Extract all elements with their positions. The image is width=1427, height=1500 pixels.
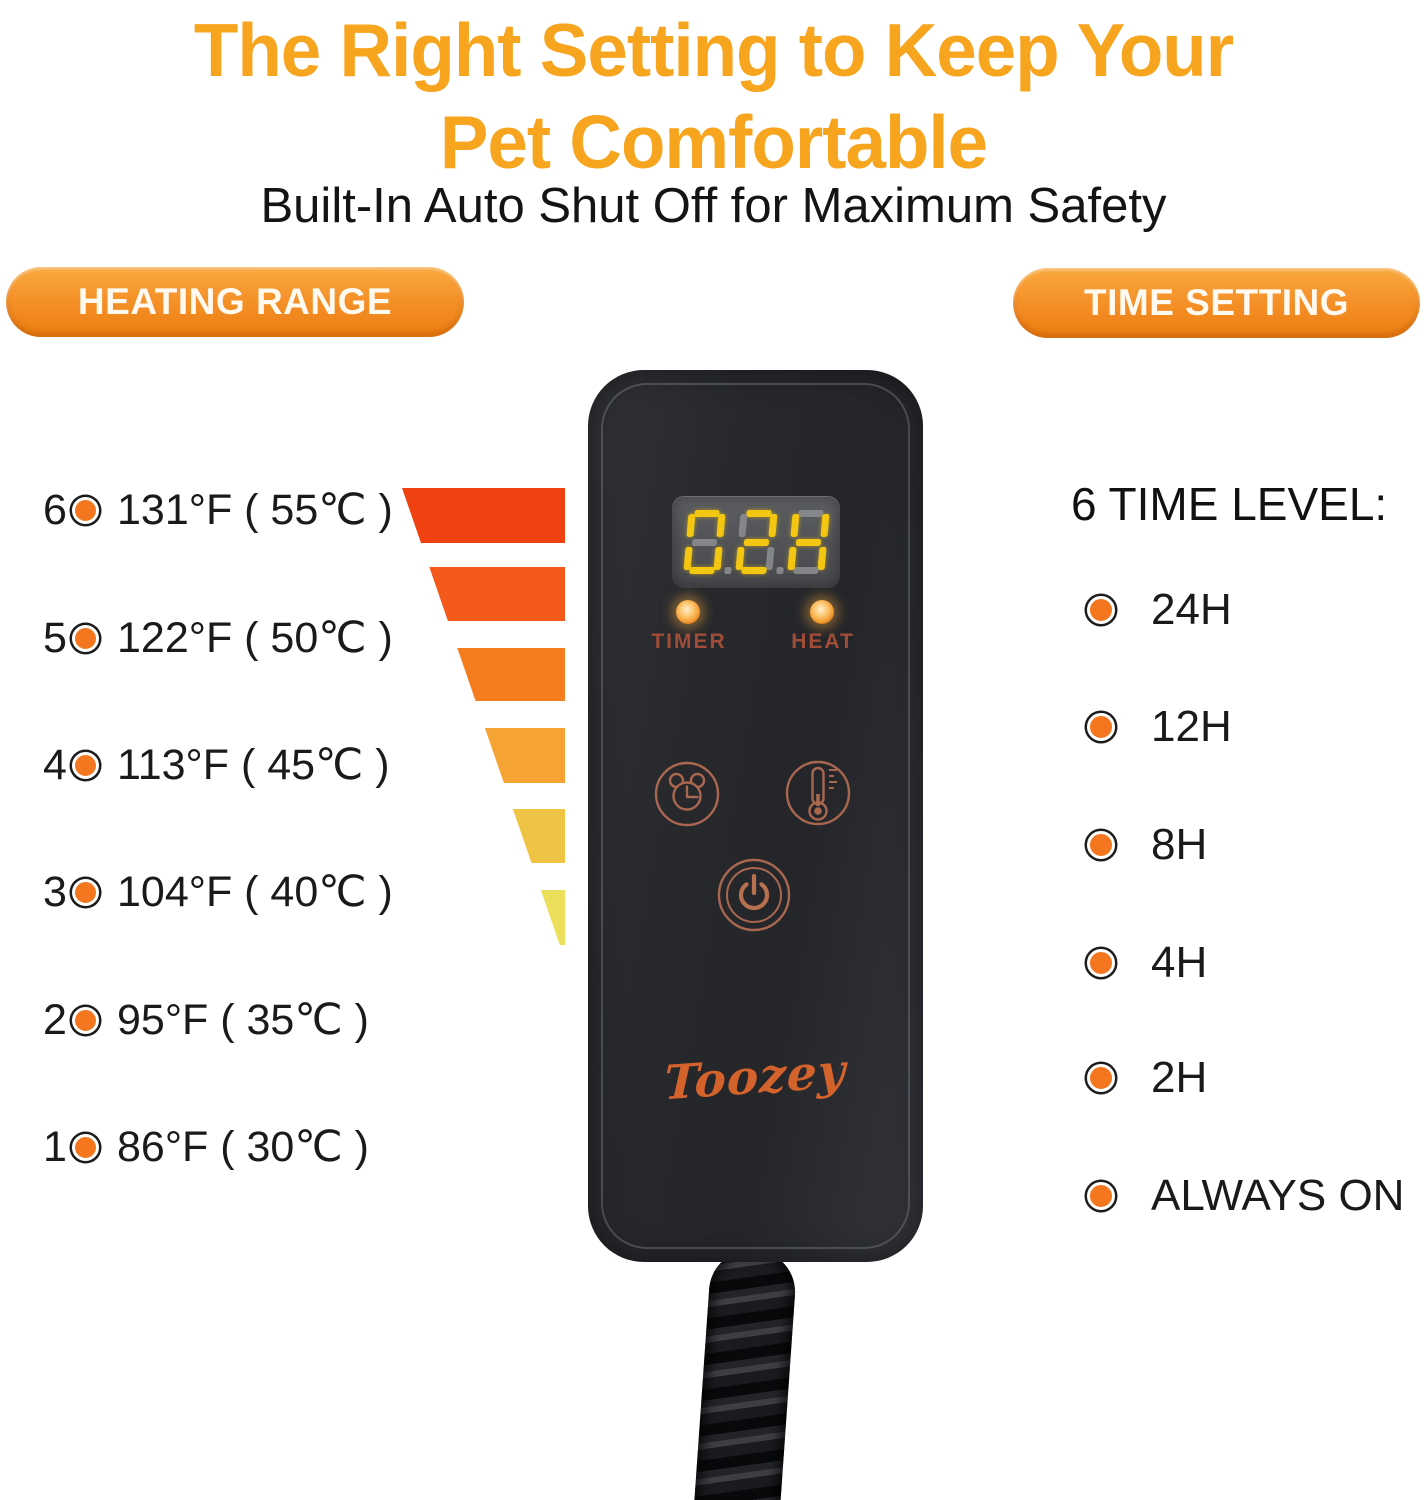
page-title-line2: Pet Comfortable: [439, 100, 988, 185]
heating-level-temp: 122°F ( 50℃ ): [117, 614, 393, 662]
controller-buttons: [654, 760, 851, 932]
orange-dot-icon: [72, 878, 99, 906]
power-icon: [738, 873, 770, 911]
heating-level-row: 4 113°F ( 45℃ ): [38, 737, 390, 793]
time-level-heading: 6 TIME LEVEL:: [1071, 478, 1388, 530]
page-subtitle: Built-In Auto Shut Off for Maximum Safet…: [260, 179, 1167, 233]
orange-dot-icon: [72, 624, 99, 652]
heating-level-number: 4: [43, 740, 67, 789]
time-option-label: 4H: [1151, 938, 1208, 987]
page-title-line1: The Right Setting to Keep Your: [193, 8, 1234, 92]
heating-level-temp: 104°F ( 40℃ ): [117, 868, 393, 916]
heating-level-row: 3 104°F ( 40℃ ): [38, 864, 393, 920]
timer-led-icon: [676, 600, 700, 624]
time-option-row: 24H: [1087, 583, 1232, 637]
time-option-label: 8H: [1151, 820, 1208, 869]
page-title: The Right Setting to Keep Your Pet Comfo…: [21, 4, 1405, 189]
heating-range-badge-label: HEATING RANGE: [77, 281, 393, 322]
time-option-row: ALWAYS ON: [1087, 1169, 1404, 1223]
heat-bar: [457, 648, 565, 701]
timer-button[interactable]: [654, 761, 720, 827]
brand-logo: Toozey: [588, 1044, 923, 1112]
power-button[interactable]: [717, 858, 791, 932]
heat-button[interactable]: [785, 760, 851, 826]
heating-level-number: 2: [43, 995, 67, 1044]
time-option-row: 2H: [1087, 1051, 1207, 1105]
heating-level-number: 1: [43, 1122, 67, 1171]
heat-bar: [402, 488, 565, 543]
orange-dot-icon: [72, 751, 99, 779]
heating-level-number: 6: [43, 485, 67, 534]
brand-logo-text: Toozey: [663, 1043, 848, 1112]
orange-dot-icon: [1087, 1182, 1115, 1210]
heat-bar: [484, 728, 565, 783]
time-option-row: 12H: [1087, 700, 1232, 754]
heat-bar: [512, 809, 565, 863]
heat-led-label: HEAT: [791, 630, 855, 653]
time-option-label: 24H: [1151, 585, 1232, 634]
heating-range-badge: HEATING RANGE: [6, 267, 464, 337]
time-option-row: 8H: [1087, 818, 1207, 872]
time-setting-badge: TIME SETTING: [1013, 268, 1420, 338]
orange-dot-icon: [72, 496, 99, 524]
time-option-row: 4H: [1087, 936, 1207, 990]
heating-level-temp: 131°F ( 55℃ ): [117, 486, 393, 534]
heat-bar: [540, 890, 565, 945]
heat-bar: [429, 567, 565, 621]
timer-led-label: TIMER: [651, 630, 727, 653]
heating-level-row: 5 122°F ( 50℃ ): [38, 610, 393, 666]
heating-level-row: 2 95°F ( 35℃ ): [38, 992, 369, 1048]
thermometer-icon: [808, 766, 837, 821]
time-option-label: 2H: [1151, 1053, 1208, 1102]
alarm-clock-icon: [668, 772, 706, 811]
time-option-label: 12H: [1151, 702, 1232, 751]
heating-level-temp: 95°F ( 35℃ ): [117, 996, 369, 1044]
heating-controller: TIMER HEAT: [588, 370, 923, 1262]
coiled-cable: [691, 1247, 798, 1500]
orange-dot-icon: [1087, 831, 1115, 859]
orange-dot-icon: [72, 1006, 99, 1034]
heating-level-row: 6 131°F ( 55℃ ): [38, 482, 393, 538]
orange-dot-icon: [1087, 596, 1115, 624]
time-setting-badge-label: TIME SETTING: [1084, 282, 1349, 323]
heating-level-number: 3: [43, 867, 67, 916]
heating-level-row: 1 86°F ( 30℃ ): [38, 1119, 369, 1175]
orange-dot-icon: [1087, 713, 1115, 741]
heating-level-temp: 86°F ( 30℃ ): [117, 1123, 369, 1171]
heating-level-number: 5: [43, 613, 67, 662]
seven-segment-display: [672, 496, 840, 588]
heating-level-temp: 113°F ( 45℃ ): [117, 741, 390, 789]
orange-dot-icon: [1087, 949, 1115, 977]
heat-led-icon: [810, 600, 834, 624]
orange-dot-icon: [72, 1133, 99, 1161]
orange-dot-icon: [1087, 1064, 1115, 1092]
time-option-label: ALWAYS ON: [1151, 1171, 1405, 1220]
